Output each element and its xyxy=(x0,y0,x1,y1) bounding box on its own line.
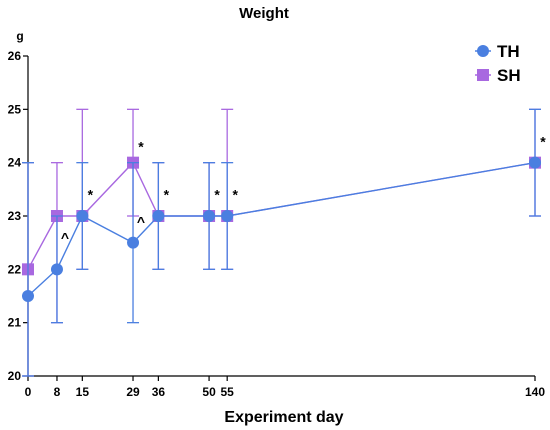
y-axis-unit-label: g xyxy=(16,29,23,43)
axes: 20 21 22 23 24 25 26 0 8 15 29 36 50 55 140 xyxy=(8,49,546,399)
x-tick-label: 8 xyxy=(54,385,61,399)
legend: TH SH xyxy=(475,42,521,85)
data-point xyxy=(203,210,216,222)
significance-caret: ^ xyxy=(61,229,69,245)
y-tick-label: 26 xyxy=(8,49,22,63)
data-point xyxy=(22,290,34,302)
significance-asterisk: * xyxy=(214,187,220,203)
chart-title: Weight xyxy=(239,5,289,22)
data-point xyxy=(50,263,63,276)
data-point xyxy=(529,156,541,169)
legend-item-sh: SH xyxy=(475,66,521,85)
series-th xyxy=(22,108,541,377)
y-tick-label: 23 xyxy=(8,209,22,223)
data-point xyxy=(127,236,140,249)
series-layer xyxy=(22,108,541,377)
data-point xyxy=(221,210,234,222)
significance-caret: ^ xyxy=(137,213,145,229)
y-tick-label: 25 xyxy=(8,102,22,116)
legend-th-marker xyxy=(477,45,489,57)
data-point xyxy=(152,210,165,222)
annotation-layer: ^ * * ^ * * * * xyxy=(61,133,546,245)
y-tick-label: 22 xyxy=(8,262,22,276)
x-tick-label: 50 xyxy=(202,385,216,399)
legend-sh-label: SH xyxy=(497,66,521,85)
series-line xyxy=(27,161,536,297)
y-tick-label: 21 xyxy=(8,316,22,330)
legend-item-th: TH xyxy=(475,42,520,61)
significance-asterisk: * xyxy=(164,187,170,203)
x-axis-label: Experiment day xyxy=(224,409,343,426)
series-sh xyxy=(22,108,541,377)
x-tick-label: 36 xyxy=(152,385,166,399)
legend-th-label: TH xyxy=(497,42,520,61)
data-point xyxy=(76,210,89,222)
significance-asterisk: * xyxy=(540,133,546,149)
x-tick-label: 0 xyxy=(25,385,32,399)
x-tick-label: 29 xyxy=(126,385,140,399)
x-tick-label: 15 xyxy=(76,385,90,399)
y-tick-label: 20 xyxy=(8,369,22,383)
significance-asterisk: * xyxy=(138,139,144,155)
significance-asterisk: * xyxy=(232,187,238,203)
y-tick-label: 24 xyxy=(8,156,22,170)
x-tick-label: 140 xyxy=(525,385,545,399)
series-line xyxy=(27,161,536,270)
legend-sh-marker xyxy=(477,69,489,81)
significance-asterisk: * xyxy=(88,187,94,203)
x-tick-label: 55 xyxy=(220,385,234,399)
